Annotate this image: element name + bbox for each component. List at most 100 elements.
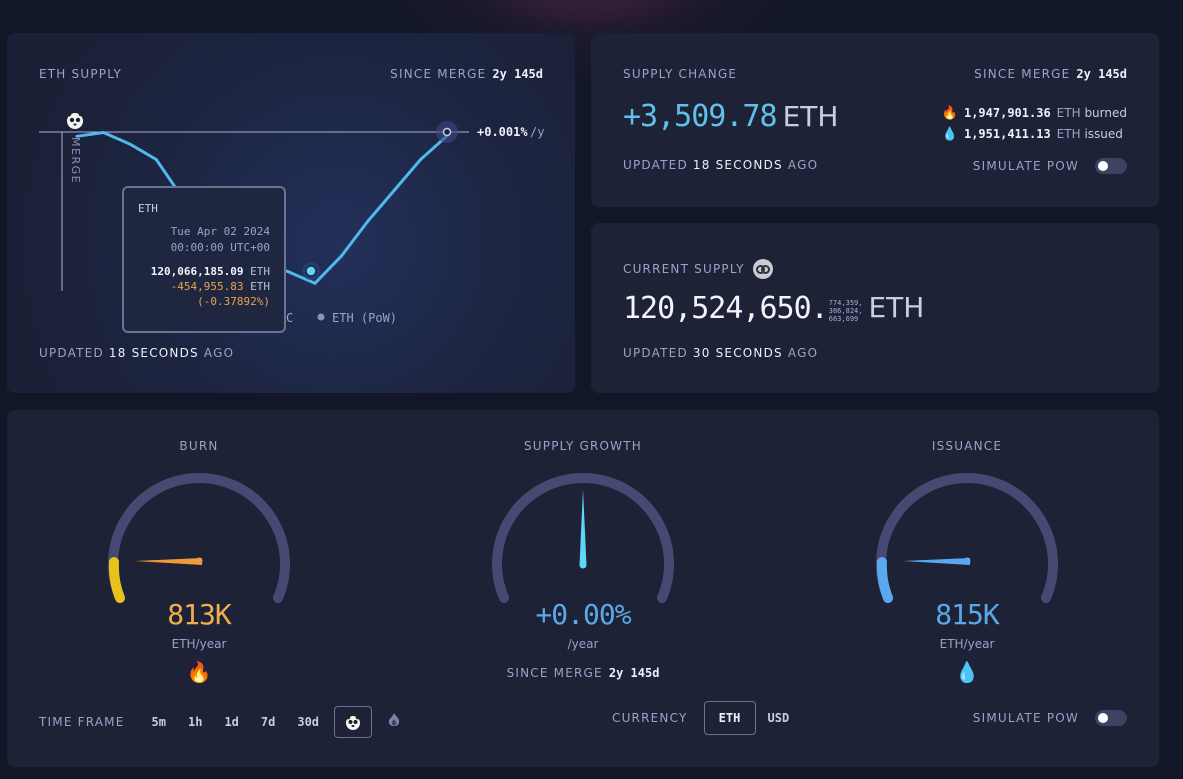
eth-supply-title: ETH SUPPLY [39, 67, 123, 81]
series-point [101, 131, 105, 134]
issued-unit: ETH [1056, 127, 1081, 141]
supply-change-value: +3,509.78 ETH [623, 99, 838, 134]
issuance-unit: ETH/year [939, 637, 995, 651]
droplet-icon: 💧 [941, 127, 958, 142]
timeframe-since-burn-button[interactable] [386, 712, 402, 732]
timeframe-1h[interactable]: 1h [187, 715, 203, 729]
series-point [339, 254, 343, 258]
supply-growth-gauge: SUPPLY GROWTH +0.00% /year SINCE MERGE 2y… [483, 410, 683, 680]
series-point [313, 281, 317, 285]
currency-controls: CURRENCY ETH USD [612, 701, 789, 735]
series-point [366, 219, 370, 223]
simulate-pow-label: SIMULATE PoW [972, 711, 1079, 725]
tooltip-unit: ETH [138, 202, 158, 215]
since-merge-label: SINCE MERGE [506, 666, 603, 680]
tooltip-values: 120,066,185.09 ETH -454,955.83 ETH (-0.3… [138, 264, 270, 309]
decimals-line-1: 774,359, [828, 299, 863, 307]
currency-eth-button[interactable]: ETH [703, 701, 756, 735]
current-supply-main: 120,524,650. [623, 291, 829, 326]
since-merge-value: 2y 145d [1076, 67, 1127, 81]
growth-needle-hub [579, 561, 587, 569]
chart-tooltip: ETH Tue Apr 02 2024 00:00:00 UTC+00 120,… [122, 186, 286, 333]
supply-growth-title: SUPPLY GROWTH [523, 439, 642, 453]
tooltip-delta-unit: ETH [250, 280, 270, 293]
simulate-pow-label: SIMULATE PoW [972, 159, 1079, 173]
since-merge: SINCE MERGE 2y 145d [483, 666, 683, 680]
burn-needle [135, 558, 202, 565]
issuance-value: 815K [935, 598, 999, 631]
simulate-pow-toggle[interactable] [1095, 710, 1127, 726]
timeframe-since-merge-button[interactable] [334, 706, 373, 738]
flame-icon [388, 713, 400, 726]
legend-pow-dot [317, 313, 325, 321]
simulate-pow-toggle[interactable] [1095, 158, 1127, 174]
timeframe-5m[interactable]: 5m [151, 715, 166, 729]
legend-pow-label[interactable]: ETH (PoW) [332, 311, 397, 325]
tooltip-delta-pct: (-0.37892%) [197, 295, 270, 308]
updated-suffix: AGO [203, 346, 235, 360]
toggle-knob [1098, 713, 1108, 723]
updated-prefix: UPDATED [39, 346, 104, 360]
supply-change-updated: UPDATED 18 SECONDS AGO [623, 158, 818, 172]
burn-gauge: BURN 813K ETH/year 🔥 [99, 410, 299, 684]
updated-value: 30 SECONDS [692, 346, 783, 360]
series-point [392, 189, 396, 192]
supply-change-number: +3,509.78 [623, 99, 778, 134]
tooltip-supply-unit: ETH [250, 265, 270, 278]
decimals-line-3: 663,699 [828, 315, 859, 323]
timeframe-label: TIME FRAME [39, 715, 125, 729]
nerd-face-icon [752, 259, 773, 279]
simulate-pow-row: SIMULATE PoW [973, 158, 1127, 174]
burned-unit: ETH [1056, 106, 1081, 120]
updated-value: 18 SECONDS [692, 158, 783, 172]
updated-suffix: AGO [787, 158, 819, 172]
issued-label: issued [1084, 127, 1123, 141]
timeframe-7d[interactable]: 7d [260, 715, 276, 729]
current-supply-updated: UPDATED 30 SECONDS AGO [623, 346, 818, 360]
timeframe-1d[interactable]: 1d [224, 715, 239, 729]
since-merge-label: SINCE MERGE [390, 67, 487, 81]
tooltip-supply: 120,066,185.09 [150, 265, 244, 278]
since-merge: SINCE MERGE 2y 145d [974, 67, 1127, 81]
supply-growth-unit: /year [567, 637, 599, 651]
currency-label: CURRENCY [612, 711, 688, 725]
rate-label: +0.001% [477, 125, 528, 139]
droplet-icon: 💧 [954, 660, 980, 684]
issued-row: 💧 1,951,411.13 ETH issued [942, 124, 1127, 145]
fire-icon: 🔥 [941, 106, 958, 121]
burn-value: 813K [167, 598, 231, 631]
issuance-gauge: ISSUANCE 815K ETH/year 💧 [867, 410, 1067, 684]
eth-supply-updated: UPDATED 18 SECONDS AGO [39, 346, 234, 360]
supply-change-unit: ETH [782, 100, 839, 133]
gauge-track [492, 473, 674, 603]
tooltip-time: 00:00:00 UTC+00 [170, 241, 270, 254]
tooltip-datetime: Tue Apr 02 2024 00:00:00 UTC+00 [138, 224, 270, 256]
legend-partial: C [286, 311, 293, 325]
updated-value: 18 SECONDS [108, 346, 199, 360]
current-supply-decimals: 774,359, 386,824, 663,699 [829, 299, 863, 323]
issued-value: 1,951,411.13 [963, 127, 1051, 141]
burn-gauge-dial [108, 473, 290, 603]
growth-needle [579, 489, 587, 565]
updated-suffix: AGO [787, 346, 819, 360]
series-point [75, 134, 79, 138]
currency-usd-button[interactable]: USD [767, 711, 790, 725]
merge-label: MERGE [69, 137, 82, 184]
burned-row: 🔥 1,947,901.36 ETH burned [942, 103, 1127, 124]
current-supply-unit: ETH [868, 291, 925, 324]
current-point [442, 127, 452, 137]
panda-icon [66, 111, 84, 129]
series-point [154, 158, 158, 161]
issuance-needle [903, 558, 970, 565]
gauges-card: BURN 813K ETH/year 🔥 SUPPLY GROWTH +0.00… [7, 410, 1159, 767]
issuance-gauge-fill [876, 557, 893, 603]
timeframe-30d[interactable]: 30d [297, 715, 320, 729]
gauge-track [108, 473, 290, 603]
rate-unit: /y [530, 125, 544, 139]
current-supply-value: 120,524,650. 774,359, 386,824, 663,699 E… [623, 291, 924, 326]
issuance-gauge-dial [876, 473, 1058, 603]
fire-icon: 🔥 [186, 660, 212, 684]
current-supply-title-row: CURRENT SUPPLY [623, 259, 773, 279]
simulate-pow-row: SIMULATE PoW [973, 710, 1127, 726]
supply-chart[interactable]: MERGE +0.001% /y C ETH (PoW) [7, 33, 575, 393]
